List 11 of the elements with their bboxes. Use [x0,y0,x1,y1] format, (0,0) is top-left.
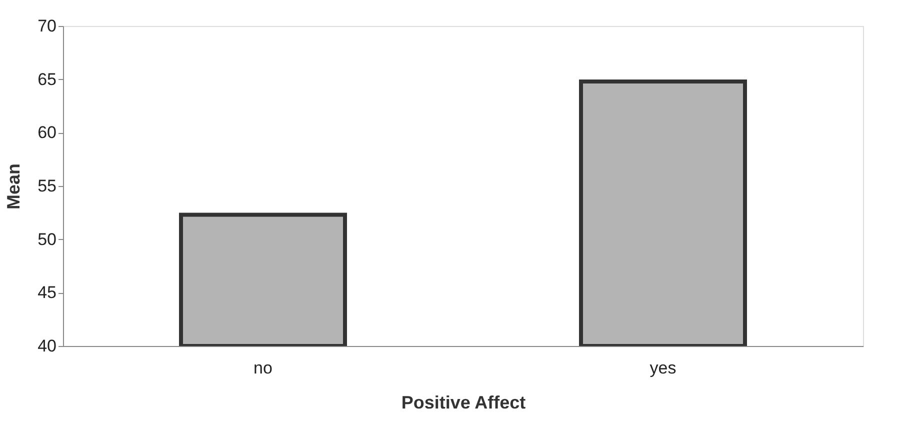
y-tick-label: 45 [38,283,56,302]
y-tick-label: 40 [38,336,56,356]
y-axis-title: Mean [4,163,24,210]
y-tick-label: 65 [38,70,56,89]
y-tick-label: 60 [38,123,56,142]
x-axis-title: Positive Affect [401,392,526,412]
y-tick-label: 55 [38,176,56,196]
y-tick-label: 50 [38,230,56,249]
x-tick-label: no [254,358,272,378]
y-tick-label: 70 [38,16,56,36]
x-tick-label: yes [650,358,676,378]
